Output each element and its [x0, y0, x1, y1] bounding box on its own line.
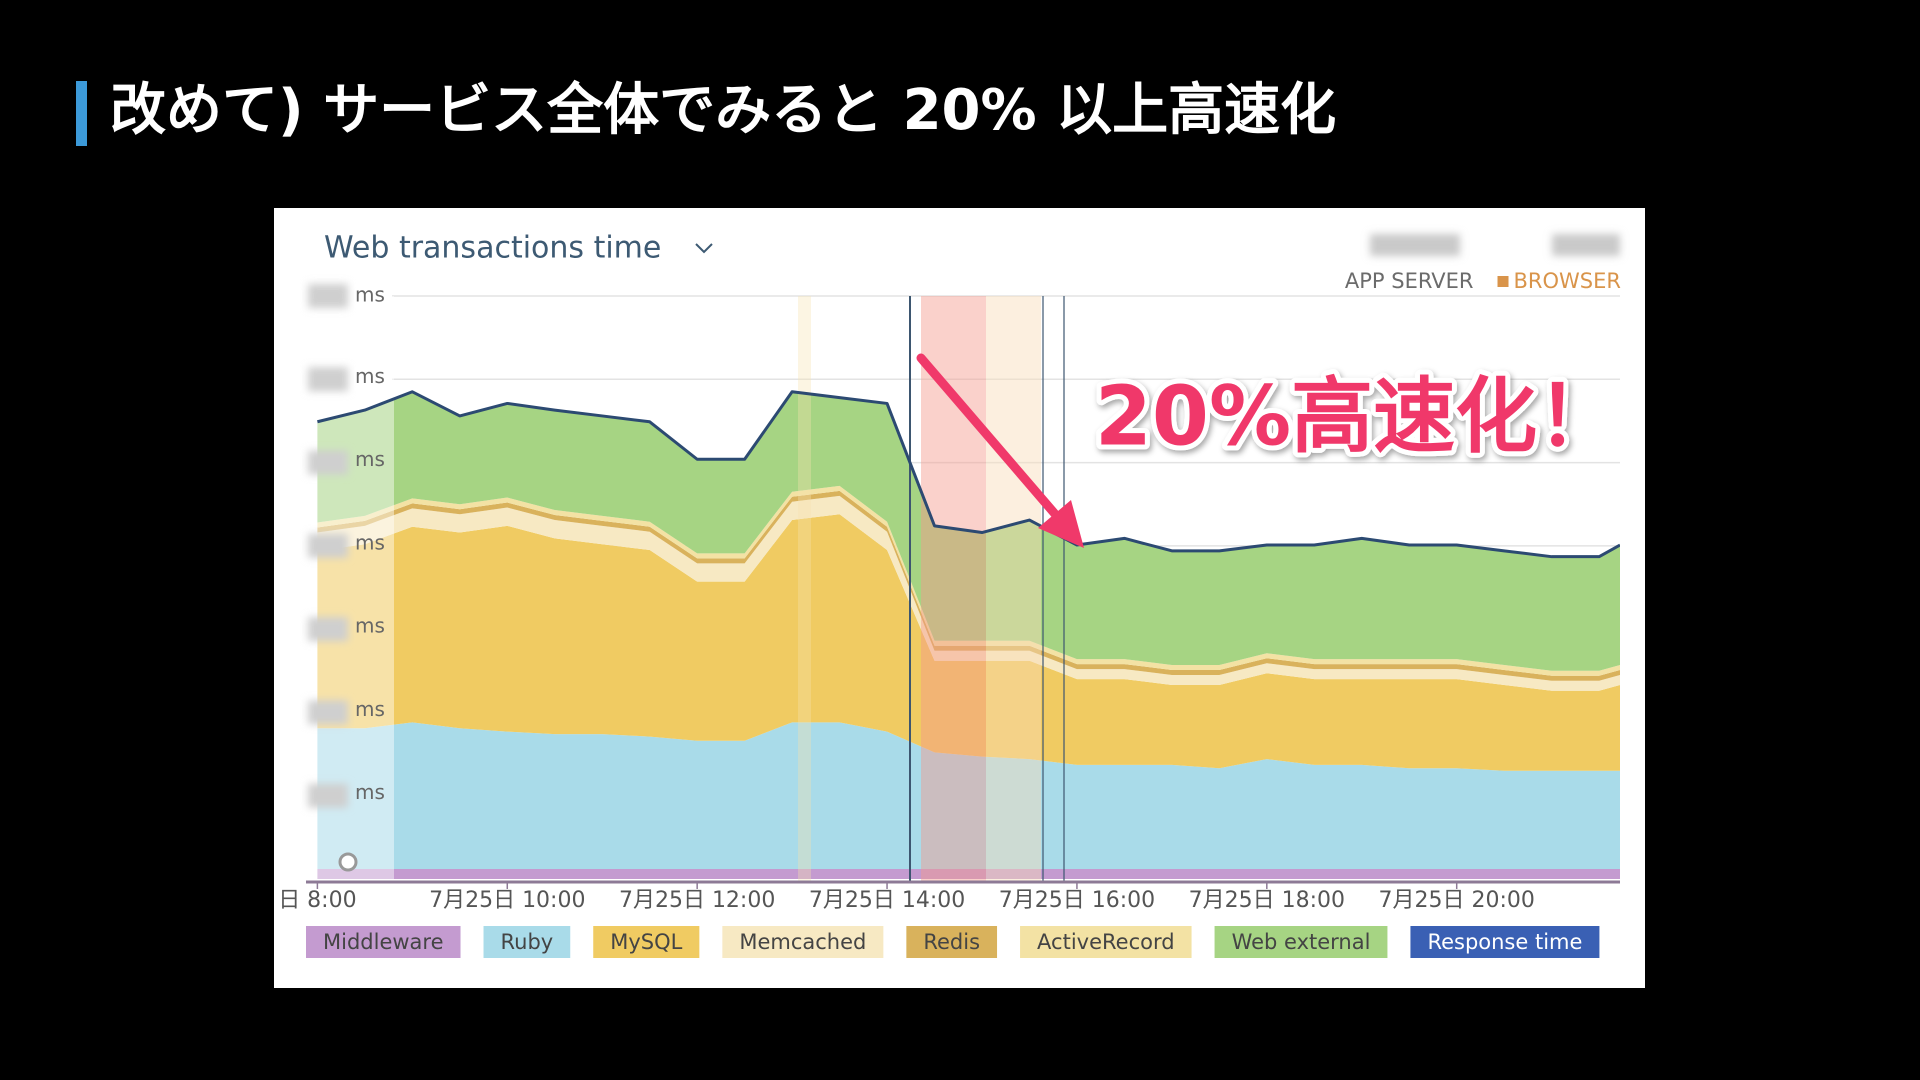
blurred-value [308, 617, 348, 642]
blurred-value [308, 700, 348, 725]
x-tick-label: 7月25日 20:00 [1379, 888, 1535, 913]
blurred-value [308, 533, 348, 558]
y-tick-label: ms [355, 283, 385, 307]
legend-label[interactable]: Response time [1427, 930, 1582, 954]
legend-label[interactable]: MySQL [610, 930, 682, 954]
legend-chip[interactable] [483, 926, 571, 958]
y-tick-label: ms [355, 697, 385, 721]
legend-chip[interactable] [1410, 926, 1600, 958]
y-tick-label: ms [355, 364, 385, 388]
header-label: BROWSER [1514, 269, 1621, 293]
legend-chip[interactable] [906, 926, 998, 958]
legend-label[interactable]: Redis [923, 930, 980, 954]
lines [317, 390, 1620, 559]
scroll-knob[interactable] [338, 852, 358, 872]
legend-chip[interactable] [1214, 926, 1388, 958]
blurred-value [1370, 234, 1460, 256]
chart-title: Web transactions time [324, 231, 661, 266]
blurred-value [308, 783, 348, 808]
annotation: 20%高速化！ [1095, 369, 1619, 464]
title-chevron[interactable] [695, 243, 713, 254]
event-band [798, 296, 811, 882]
y-tick-label: ms [355, 614, 385, 638]
x-tick-label: 7月25日 10:00 [429, 888, 585, 913]
x-tick-label: 7月25日 12:00 [619, 888, 775, 913]
header-swatch [1497, 276, 1509, 287]
area [317, 514, 1620, 771]
area [317, 869, 1620, 879]
legend-chip[interactable] [593, 926, 700, 958]
header-labels: BROWSER APP SERVER [1345, 269, 1621, 293]
line [317, 390, 1620, 559]
blurred-value [1552, 234, 1620, 256]
title-accent [76, 81, 87, 146]
legend-label[interactable]: Ruby [501, 930, 554, 954]
area [317, 722, 1620, 870]
event-band [986, 296, 1041, 882]
x-axis: 日 8:00 7月25日 10:00 7月25日 12:00 7月25日 14:00 7… [278, 882, 1535, 913]
event-band [921, 296, 986, 882]
x-tick-label: 7月25日 18:00 [1189, 888, 1345, 913]
legend-label[interactable]: Memcached [739, 930, 866, 954]
y-tick-label: ms [355, 530, 385, 554]
legend-label[interactable]: ActiveRecord [1037, 930, 1175, 954]
blurred-value [308, 367, 348, 392]
annotation-arrow [916, 353, 1060, 519]
area [317, 490, 1620, 681]
x-tick-label: 7月25日 16:00 [999, 888, 1155, 913]
blurred-value [308, 284, 348, 308]
slide-title: 改めて) サービス全体でみると 20% 以上高速化 [110, 78, 1336, 143]
legend: Middleware Ruby MySQL Memcached Redis ActiveR… [306, 926, 1600, 958]
legend-chip[interactable] [306, 926, 461, 958]
area [317, 495, 1620, 691]
area [317, 485, 1620, 676]
legend-chip[interactable] [722, 926, 884, 958]
y-tick-label: ms [355, 447, 385, 471]
header-label: APP SERVER [1345, 269, 1474, 293]
legend-label[interactable]: Middleware [323, 930, 444, 954]
annotation-arrowhead [1038, 500, 1084, 548]
legend-label[interactable]: Web external [1232, 930, 1371, 954]
x-tick-label: 日 8:00 [278, 888, 356, 913]
y-axis: ms ms ms ms ms ms ms [308, 283, 385, 808]
x-tick-label: 7月25日 14:00 [809, 888, 965, 913]
blurred-value [308, 450, 348, 475]
legend-chip[interactable] [1020, 926, 1192, 958]
y-tick-label: ms [355, 780, 385, 804]
